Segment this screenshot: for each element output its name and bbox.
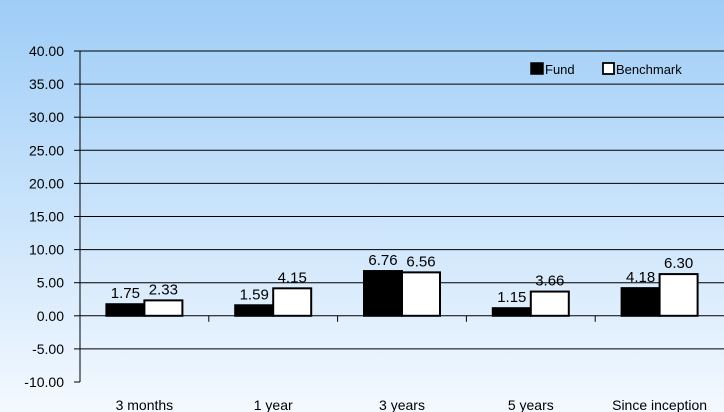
axes: 40.00 35.00 30.00 25.00 20.00 15.00 10.00 5.00 0… <box>24 43 707 412</box>
data-label: 4.15 <box>278 269 307 286</box>
data-label: 1.75 <box>111 285 140 302</box>
bar-benchmark <box>272 287 313 317</box>
data-label: 6.30 <box>664 255 693 272</box>
y-tick-label: -10.00 <box>24 374 64 390</box>
y-tick-label: 5.00 <box>37 275 64 291</box>
legend-fund-label: Fund <box>545 62 575 77</box>
y-tick-label: -5.00 <box>32 341 64 357</box>
y-tick-label: 35.00 <box>29 76 64 92</box>
x-category-label: Since inception <box>612 397 707 412</box>
bar-fund <box>491 307 532 317</box>
data-label: 2.33 <box>149 281 178 298</box>
y-tick-label: 25.00 <box>29 142 64 158</box>
gridlines <box>80 50 724 350</box>
data-label: 1.59 <box>240 286 269 303</box>
data-label: 6.76 <box>368 252 397 269</box>
legend-benchmark-swatch <box>602 62 615 75</box>
data-label: 1.15 <box>497 289 526 306</box>
y-tick-label: 10.00 <box>29 242 64 258</box>
y-tick-label: 15.00 <box>29 209 64 225</box>
bar-fund <box>363 270 403 317</box>
x-category-label: 5 years <box>508 397 554 412</box>
legend-fund-swatch <box>530 62 544 75</box>
data-label: 4.18 <box>626 269 655 286</box>
bar-benchmark <box>401 271 441 317</box>
bar-benchmark <box>658 273 699 317</box>
data-label: 6.56 <box>406 253 435 270</box>
data-label: 3.66 <box>535 273 564 290</box>
bar-fund <box>105 303 146 317</box>
x-category-label: 3 years <box>379 397 425 412</box>
bar-fund <box>620 287 661 317</box>
y-tick-label: 40.00 <box>29 43 64 59</box>
data-labels: 1.75 2.33 1.59 4.15 6.76 6.56 1.15 3.66 4.18 6.30 <box>111 252 693 306</box>
x-category-label: 1 year <box>254 397 293 412</box>
bar-benchmark <box>143 299 184 317</box>
y-tick-label: 30.00 <box>29 109 64 125</box>
legend-benchmark-label: Benchmark <box>616 62 682 77</box>
bar-benchmark <box>529 290 570 317</box>
legend: Fund Benchmark <box>530 62 682 77</box>
y-tick-label: 20.00 <box>29 175 64 191</box>
x-category-label: 3 months <box>116 397 174 412</box>
bar-fund <box>234 304 275 317</box>
bars <box>105 270 699 317</box>
y-tick-label: 0.00 <box>37 308 64 324</box>
